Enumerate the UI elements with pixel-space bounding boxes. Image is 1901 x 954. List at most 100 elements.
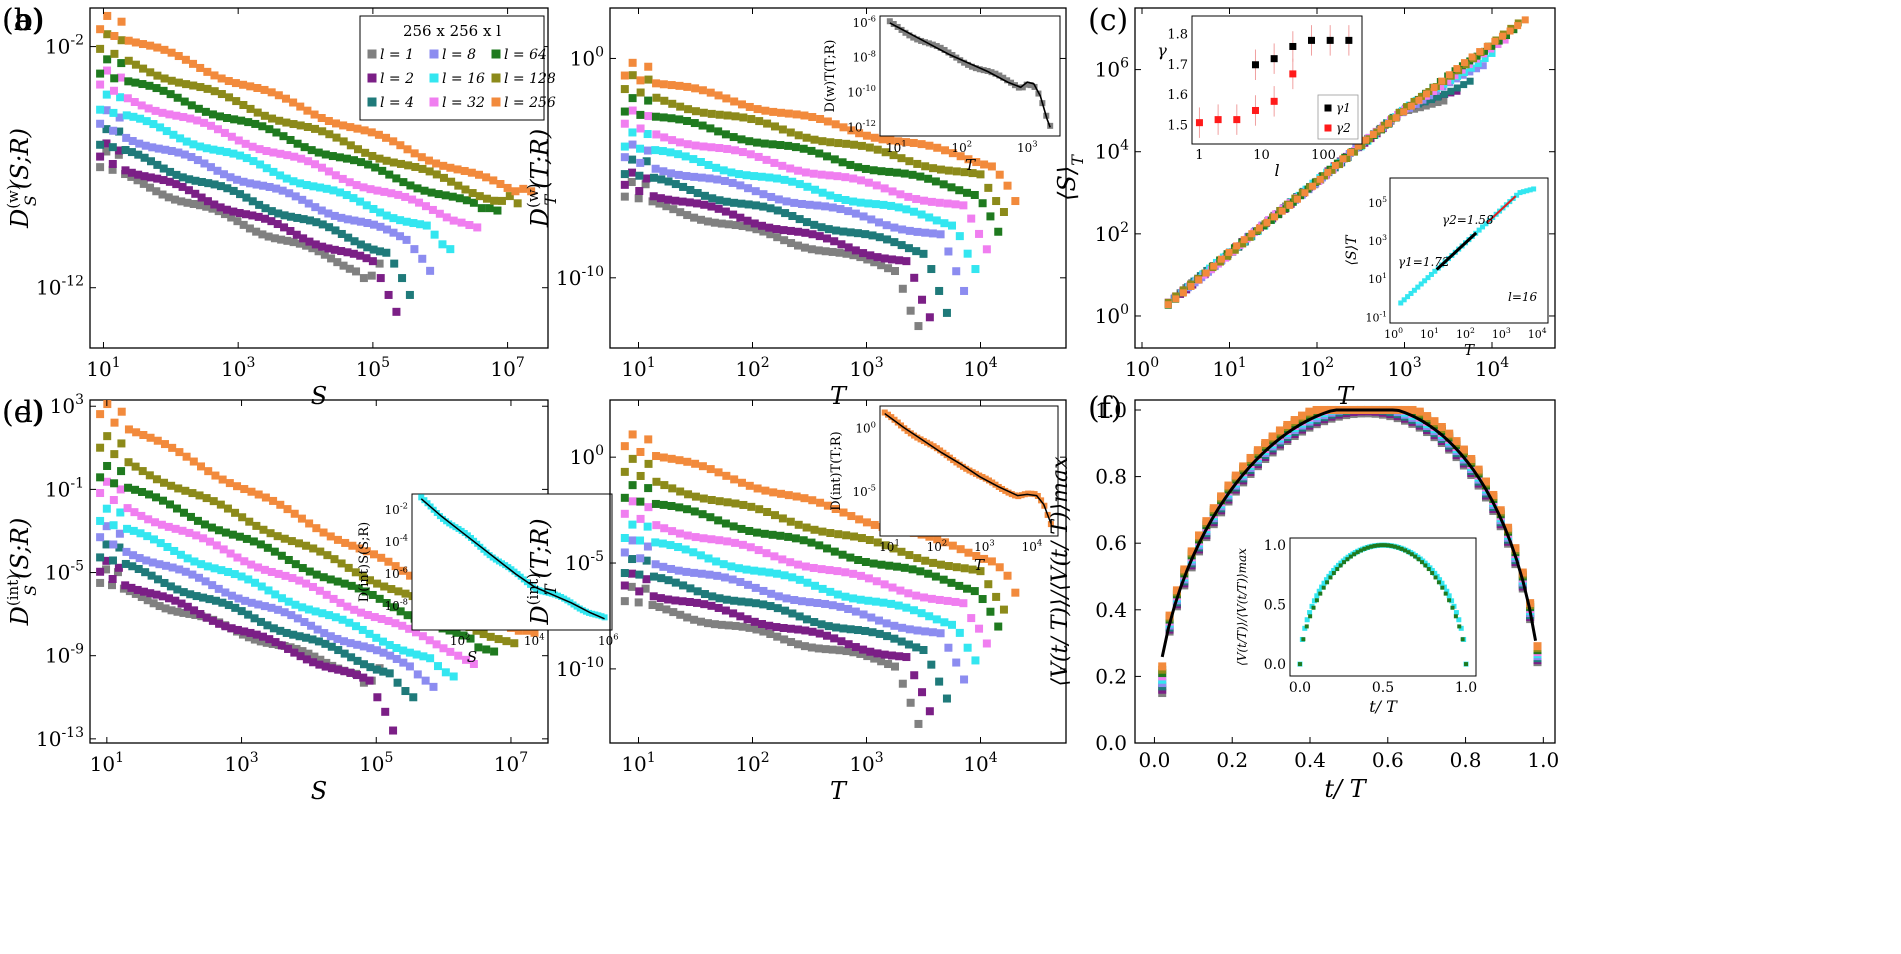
data-point <box>644 435 653 444</box>
data-point <box>361 148 370 157</box>
data-point <box>1447 598 1452 603</box>
data-point <box>108 581 117 590</box>
data-point <box>252 180 261 189</box>
data-point <box>913 554 922 563</box>
data-point <box>921 627 930 636</box>
x-tick-label: 102 <box>1456 326 1475 341</box>
data-point <box>340 667 349 676</box>
data-point <box>1314 598 1319 603</box>
data-point <box>1418 281 1424 287</box>
data-point <box>370 613 379 622</box>
data-point <box>336 598 345 607</box>
data-point <box>707 535 716 544</box>
data-point <box>788 573 797 582</box>
data-point <box>297 154 306 163</box>
data-point <box>250 635 259 644</box>
data-point <box>290 648 299 657</box>
data-point <box>384 557 393 566</box>
data-point <box>927 265 936 274</box>
data-point <box>773 233 782 242</box>
data-point <box>302 541 311 550</box>
data-point <box>813 201 822 210</box>
data-point <box>905 625 914 634</box>
data-point <box>147 571 156 580</box>
data-point <box>1345 557 1350 562</box>
legend-label: γ1 <box>1336 101 1351 115</box>
data-point <box>325 130 334 139</box>
data-point <box>824 622 833 631</box>
data-point <box>1270 55 1278 63</box>
data-point <box>261 204 270 213</box>
data-point <box>252 227 261 236</box>
data-point <box>326 632 335 641</box>
data-point <box>753 138 762 147</box>
data-point <box>389 137 398 146</box>
data-point <box>250 614 259 623</box>
data-point <box>933 143 942 152</box>
data-point <box>175 565 184 574</box>
data-point <box>172 180 181 189</box>
data-point <box>316 547 325 556</box>
data-point <box>800 494 809 503</box>
data-point <box>338 615 347 624</box>
data-point <box>192 592 201 601</box>
data-point <box>210 87 219 96</box>
data-point <box>620 569 629 578</box>
data-point <box>519 184 528 193</box>
inset-frame <box>1289 537 1477 677</box>
data-point <box>784 141 793 150</box>
data-point <box>303 123 312 132</box>
data-point <box>1248 230 1256 238</box>
data-point <box>690 213 699 222</box>
data-point <box>902 257 911 266</box>
data-point <box>1473 65 1481 73</box>
data-point <box>292 230 301 239</box>
data-point <box>821 645 830 654</box>
data-point <box>685 597 694 606</box>
data-point <box>794 520 803 529</box>
data-point <box>287 537 296 546</box>
x-tick-label: 104 <box>1528 326 1547 341</box>
data-point <box>439 173 448 182</box>
y-axis-label: D(int)S(S;R) <box>357 522 372 602</box>
data-point <box>1308 614 1313 619</box>
data-point <box>242 534 251 543</box>
data-point <box>1426 567 1431 572</box>
data-point <box>412 628 421 637</box>
data-point <box>223 184 232 193</box>
data-point <box>636 88 645 97</box>
data-point <box>149 599 158 608</box>
data-point <box>289 120 298 129</box>
data-point <box>409 693 418 702</box>
data-point <box>731 112 740 121</box>
data-point <box>275 116 284 125</box>
data-point <box>988 69 995 76</box>
data-point <box>239 177 248 186</box>
data-point <box>482 645 491 654</box>
data-point <box>160 74 169 83</box>
legend-label: l = 4 <box>380 95 414 111</box>
series-l64 <box>96 55 502 215</box>
data-point <box>656 194 665 203</box>
data-point <box>963 465 970 472</box>
data-point <box>312 218 321 227</box>
data-point <box>731 538 740 547</box>
data-point <box>455 194 464 203</box>
data-point <box>830 237 839 246</box>
data-point <box>211 596 220 605</box>
data-point <box>131 38 140 47</box>
y-tick-label: 10-6 <box>853 14 876 30</box>
y-axis-label: ⟨S⟩T <box>1344 234 1360 266</box>
data-point <box>222 148 231 157</box>
data-point <box>691 107 700 116</box>
data-point <box>102 556 111 565</box>
y-tick-label: 10-9 <box>45 642 84 668</box>
data-point <box>636 554 645 563</box>
data-point <box>849 569 858 578</box>
data-point <box>801 562 810 571</box>
data-point <box>831 120 840 129</box>
data-point <box>1268 432 1277 441</box>
data-point <box>458 527 465 534</box>
data-point <box>202 144 211 153</box>
panel-label: (c) <box>1088 3 1128 38</box>
